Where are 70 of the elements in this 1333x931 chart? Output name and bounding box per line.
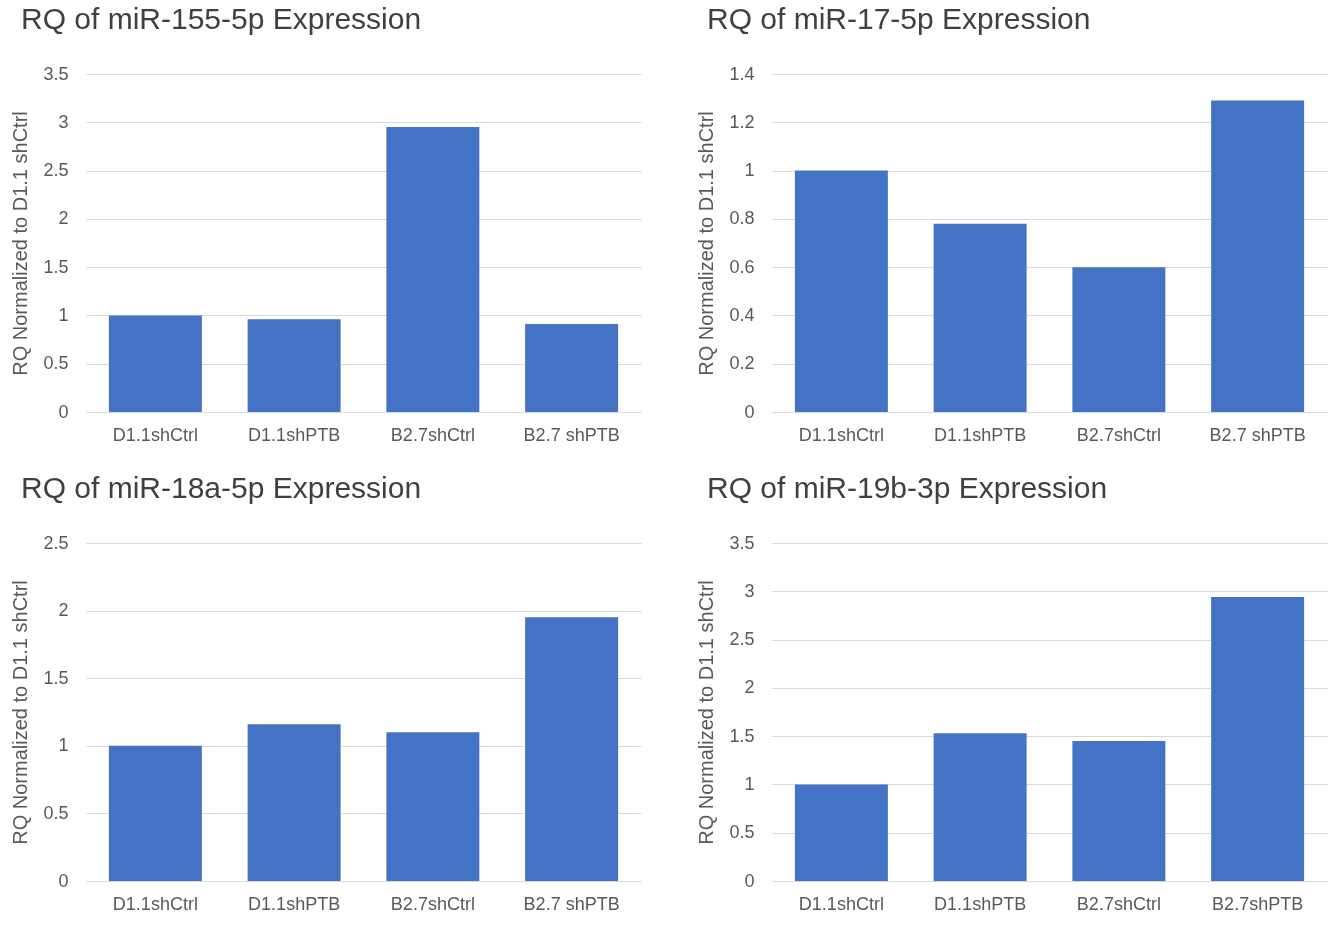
x-tick-label: D1.1shPTB (934, 893, 1027, 914)
y-tick-label: 1.4 (729, 63, 755, 84)
x-tick-label: D1.1shCtrl (798, 424, 884, 445)
y-tick-label: 2.5 (729, 629, 755, 650)
y-tick-label: 2 (58, 600, 69, 621)
bar (525, 324, 619, 412)
y-tick-label: 1 (744, 773, 755, 794)
y-axis-title: RQ Normalized to D1.1 shCtrl (695, 580, 718, 845)
bar (386, 732, 480, 881)
bar (1211, 597, 1305, 881)
chart-title: RQ of miR-17-5p Expression (706, 2, 1091, 35)
y-tick-label: 1.5 (43, 667, 69, 688)
bar (247, 319, 341, 412)
y-tick-label: 0.5 (43, 353, 69, 374)
y-tick-label: 1.5 (729, 725, 755, 746)
y-axis-title: RQ Normalized to D1.1 shCtrl (695, 111, 718, 376)
y-tick-label: 0.2 (729, 353, 755, 374)
bar (794, 784, 888, 881)
y-tick-label: 0 (744, 870, 755, 891)
y-tick-label: 0.5 (729, 822, 755, 843)
x-tick-label: B2.7 shPTB (1209, 424, 1306, 445)
bar (247, 724, 341, 881)
y-tick-label: 2 (58, 208, 69, 229)
x-tick-label: B2.7shCtrl (390, 424, 475, 445)
y-tick-label: 0 (58, 870, 69, 891)
chart-title: RQ of miR-19b-3p Expression (706, 471, 1108, 504)
y-tick-label: 2 (744, 677, 755, 698)
y-tick-label: 3 (744, 580, 755, 601)
x-tick-label: B2.7 shPTB (523, 424, 620, 445)
y-axis-title: RQ Normalized to D1.1 shCtrl (9, 580, 32, 845)
y-axis-title: RQ Normalized to D1.1 shCtrl (9, 111, 32, 376)
y-tick-label: 0 (58, 401, 69, 422)
x-tick-label: D1.1shCtrl (112, 424, 198, 445)
bar (108, 745, 202, 881)
y-tick-label: 3.5 (43, 63, 69, 84)
bar (386, 127, 480, 412)
x-tick-label: B2.7shPTB (1212, 893, 1304, 914)
y-tick-label: 1 (58, 304, 69, 325)
bar (1211, 100, 1305, 412)
bar (1072, 267, 1166, 412)
x-tick-label: D1.1shPTB (934, 424, 1027, 445)
y-tick-label: 1 (744, 160, 755, 181)
x-tick-label: B2.7 shPTB (523, 893, 620, 914)
x-tick-label: B2.7shCtrl (1076, 424, 1161, 445)
bar (1072, 740, 1166, 881)
bar (933, 223, 1027, 412)
bar (525, 617, 619, 881)
y-tick-label: 3.5 (729, 532, 755, 553)
y-tick-label: 1.2 (729, 111, 755, 132)
bar (933, 733, 1027, 881)
bar (794, 170, 888, 412)
y-tick-label: 3 (58, 111, 69, 132)
x-tick-label: B2.7shCtrl (1076, 893, 1161, 914)
x-tick-label: D1.1shPTB (248, 424, 341, 445)
y-tick-label: 0 (744, 401, 755, 422)
x-tick-label: D1.1shCtrl (798, 893, 884, 914)
bar (108, 315, 202, 412)
y-tick-label: 0.5 (43, 802, 69, 823)
y-tick-label: 1 (58, 735, 69, 756)
x-tick-label: B2.7shCtrl (390, 893, 475, 914)
y-tick-label: 2.5 (43, 532, 69, 553)
chart-title: RQ of miR-18a-5p Expression (20, 471, 422, 504)
y-tick-label: 2.5 (43, 160, 69, 181)
y-tick-label: 0.6 (729, 256, 755, 277)
x-tick-label: D1.1shCtrl (112, 893, 198, 914)
y-tick-label: 0.4 (729, 304, 755, 325)
x-tick-label: D1.1shPTB (248, 893, 341, 914)
y-tick-label: 1.5 (43, 256, 69, 277)
y-tick-label: 0.8 (729, 208, 755, 229)
chart-title: RQ of miR-155-5p Expression (20, 2, 422, 35)
